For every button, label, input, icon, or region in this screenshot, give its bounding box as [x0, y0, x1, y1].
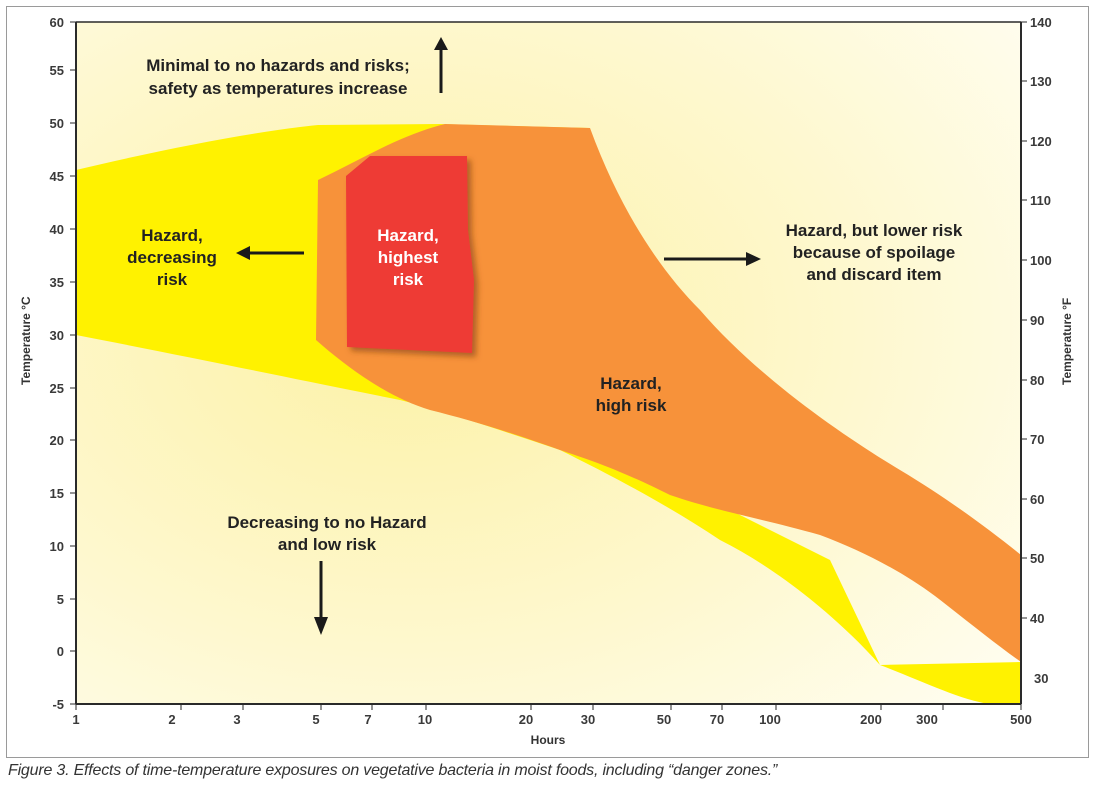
annotation-right: Hazard, but lower risk because of spoila…	[664, 221, 963, 284]
svg-text:300: 300	[916, 712, 938, 727]
svg-text:and low risk: and low risk	[278, 535, 377, 554]
svg-text:10: 10	[418, 712, 432, 727]
orange-region	[316, 124, 1021, 662]
svg-text:120: 120	[1030, 134, 1052, 149]
arrow-down-head-icon	[314, 617, 328, 635]
svg-text:20: 20	[50, 433, 64, 448]
annotation-bottom: Decreasing to no Hazard and low risk	[227, 513, 427, 635]
red-region	[346, 156, 474, 353]
svg-text:decreasing: decreasing	[127, 248, 217, 267]
svg-text:5: 5	[312, 712, 319, 727]
svg-text:110: 110	[1030, 193, 1051, 208]
annotation-left: Hazard, decreasing risk	[127, 226, 304, 289]
x-axis-title: Hours	[531, 733, 566, 747]
svg-text:Hazard,: Hazard,	[141, 226, 202, 245]
svg-text:risk: risk	[393, 270, 424, 289]
x-axis-labels: 1 2 3 5 7 10 20 30 50 70 100 200 300 500	[72, 712, 1031, 727]
svg-text:45: 45	[50, 169, 64, 184]
svg-text:100: 100	[759, 712, 781, 727]
arrow-up-head-icon	[434, 37, 448, 50]
svg-text:Decreasing to no Hazard: Decreasing to no Hazard	[227, 513, 426, 532]
svg-text:7: 7	[364, 712, 371, 727]
svg-text:90: 90	[1030, 313, 1044, 328]
svg-text:40: 40	[50, 222, 64, 237]
svg-text:Hazard, but lower risk: Hazard, but lower risk	[786, 221, 963, 240]
svg-text:40: 40	[1030, 611, 1044, 626]
svg-text:0: 0	[57, 644, 64, 659]
svg-text:safety as temperatures increas: safety as temperatures increase	[149, 79, 408, 98]
y-axis-left-labels: 60 55 50 45 40 35 30 25 20 15 10 5 0 -5	[50, 15, 64, 712]
svg-text:60: 60	[1030, 492, 1044, 507]
svg-text:risk: risk	[157, 270, 188, 289]
svg-text:200: 200	[860, 712, 882, 727]
arrow-left-head-icon	[236, 246, 250, 260]
svg-text:highest: highest	[378, 248, 439, 267]
svg-text:130: 130	[1030, 74, 1052, 89]
svg-text:Hazard,: Hazard,	[600, 374, 661, 393]
svg-text:5: 5	[57, 592, 64, 607]
y-axis-left-title: Temperature °C	[19, 296, 33, 385]
svg-text:80: 80	[1030, 373, 1044, 388]
svg-text:30: 30	[50, 328, 64, 343]
svg-text:100: 100	[1030, 253, 1052, 268]
axes	[75, 21, 1022, 705]
svg-text:70: 70	[1030, 432, 1044, 447]
svg-text:10: 10	[50, 539, 64, 554]
arrow-right-head-icon	[746, 252, 761, 266]
svg-text:500: 500	[1010, 712, 1032, 727]
y-axis-right-ticks	[1021, 21, 1027, 619]
svg-text:50: 50	[50, 116, 64, 131]
y-axis-left-ticks	[70, 21, 76, 705]
svg-text:50: 50	[657, 712, 671, 727]
svg-text:140: 140	[1030, 15, 1052, 30]
svg-text:2: 2	[168, 712, 175, 727]
svg-text:high risk: high risk	[596, 396, 667, 415]
svg-text:70: 70	[710, 712, 724, 727]
y-axis-right-title: Temperature °F	[1060, 298, 1074, 385]
svg-text:60: 60	[50, 15, 64, 30]
svg-text:1: 1	[72, 712, 79, 727]
svg-text:3: 3	[233, 712, 240, 727]
annotation-orange: Hazard, high risk	[596, 374, 667, 415]
annotation-top: Minimal to no hazards and risks; safety …	[146, 37, 448, 98]
y-axis-right-labels: 140 130 120 110 100 90 80 70 60 50 40 30	[1030, 15, 1052, 686]
svg-text:30: 30	[581, 712, 595, 727]
svg-text:30: 30	[1034, 671, 1048, 686]
svg-text:35: 35	[50, 275, 64, 290]
svg-text:20: 20	[519, 712, 533, 727]
figure-caption: Figure 3. Effects of time-temperature ex…	[8, 762, 778, 779]
svg-text:because of spoilage: because of spoilage	[793, 243, 956, 262]
svg-text:55: 55	[50, 63, 64, 78]
annotation-red: Hazard, highest risk	[377, 226, 438, 289]
svg-text:15: 15	[50, 486, 64, 501]
svg-text:50: 50	[1030, 551, 1044, 566]
svg-text:Minimal to no hazards and risk: Minimal to no hazards and risks;	[146, 56, 410, 75]
svg-text:and discard item: and discard item	[806, 265, 941, 284]
svg-text:-5: -5	[52, 697, 64, 712]
yellow-region	[76, 124, 1021, 704]
x-axis-ticks	[75, 704, 1022, 710]
svg-text:Hazard,: Hazard,	[377, 226, 438, 245]
svg-text:25: 25	[50, 381, 64, 396]
